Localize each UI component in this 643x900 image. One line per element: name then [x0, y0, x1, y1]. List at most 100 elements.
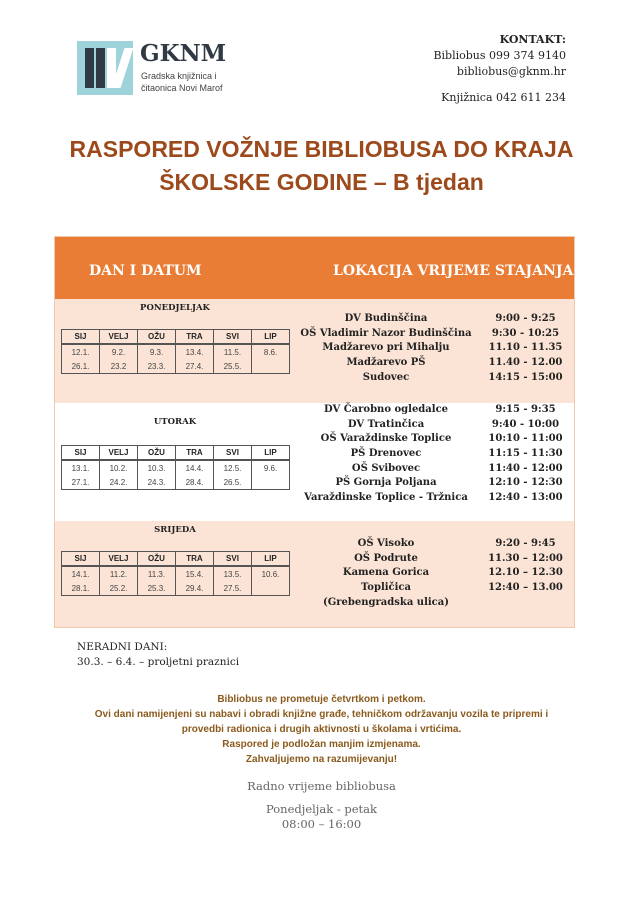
library-books-logo-icon — [77, 41, 134, 95]
date-cell: 10.3. — [137, 460, 176, 475]
stop-location: PŠ Gornja Poljana — [335, 477, 437, 489]
day-name: SRIJEDA — [154, 525, 196, 535]
stop-row: (Grebengradska ulica) — [295, 596, 574, 611]
stop-location: Varaždinske Toplice - Tržnica — [304, 492, 468, 504]
month-header: LIP — [251, 551, 290, 567]
date-cell: 13.5. — [213, 566, 252, 581]
date-cell: 25.3. — [137, 581, 176, 596]
stop-row: Kamena Gorica 12.10 – 12.30 — [295, 566, 574, 581]
date-cell: 23.3. — [137, 359, 176, 374]
stop-time: 9:20 - 9:45 — [495, 538, 556, 549]
stop-row: PŠ Drenovec 11:15 - 11:30 — [295, 447, 574, 462]
stops-list: OŠ Visoko 9:20 - 9:45 OŠ Podrute 11.30 – 12… — [295, 537, 574, 610]
month-header: SVI — [213, 445, 252, 461]
date-cell: 27.4. — [175, 359, 214, 374]
date-cell: 28.1. — [61, 581, 100, 596]
stop-row: Topličica 12:40 – 13.00 — [295, 581, 574, 596]
date-cell: 24.3. — [137, 475, 176, 490]
date-cell: 15.4. — [175, 566, 214, 581]
month-header: VELJ — [99, 329, 138, 345]
date-cell: 14.1. — [61, 566, 100, 581]
stop-time: 12.10 – 12.30 — [488, 567, 563, 579]
date-cell: 11.5. — [213, 344, 252, 359]
stop-time: 11.30 – 12:00 — [488, 552, 563, 564]
day-name: UTORAK — [153, 417, 197, 427]
stop-location: Madžarevo pri Mihalju — [322, 342, 450, 354]
bibliobus-phone: Bibliobus 099 374 9140 — [433, 49, 566, 62]
header-location-time: LOKACIJA VRIJEME STAJANJA — [333, 263, 574, 279]
stop-row: Varaždinske Toplice - Tržnica 12:40 - 13:… — [295, 491, 574, 506]
stop-location: OŠ Visoko — [357, 538, 415, 549]
day-section: UTORAK SIJ VELJ OŽU TRA SVI LIP 13.1. 10.2. 10.3.… — [55, 403, 574, 521]
stop-time: 11:15 - 11:30 — [488, 448, 563, 460]
month-header: OŽU — [137, 445, 176, 461]
date-cell: 13.1. — [61, 460, 100, 475]
stop-location: OŠ Svibovec — [351, 462, 421, 474]
stop-location: Topličica — [360, 582, 411, 594]
hours-label: Radno vrijeme bibliobusa — [247, 779, 396, 793]
month-header: SIJ — [61, 551, 100, 567]
nonworking-label: NERADNI DANI: — [77, 641, 168, 653]
stop-row: OŠ Podrute 11.30 – 12:00 — [295, 552, 574, 567]
notice-line: Bibliobus ne prometuje četvrtkom i petko… — [217, 694, 426, 705]
month-header: OŽU — [137, 329, 176, 345]
stop-location: PŠ Drenovec — [350, 448, 422, 460]
schedule-table: DAN I DATUM LOKACIJA VRIJEME STAJANJA PO… — [54, 236, 575, 628]
date-cell: 25.2. — [99, 581, 138, 596]
stops-list: DV Budinščina 9:00 - 9:25 OŠ Vladimir Nazo… — [295, 312, 574, 385]
date-cell: 26.5. — [213, 475, 252, 490]
stop-location: Kamena Gorica — [342, 567, 430, 579]
date-cell: 12.1. — [61, 344, 100, 359]
contact-label: KONTAKT: — [499, 33, 566, 46]
notice-line: provedbi radionica i drugih aktivnosti u… — [181, 724, 462, 735]
date-cell: 11.2. — [99, 566, 138, 581]
date-cell: 9.2. — [99, 344, 138, 359]
month-header: TRA — [175, 445, 214, 461]
date-cell — [251, 359, 290, 374]
date-cell: 11.3. — [137, 566, 176, 581]
notice-line: Ovi dani namijenjeni su nabavi i obradi … — [94, 709, 549, 720]
dates-table: SIJ VELJ OŽU TRA SVI LIP 13.1. 10.2. 10.3. 14.4. 1… — [61, 445, 290, 490]
date-cell: 12.5. — [213, 460, 252, 475]
header-day-date: DAN I DATUM — [89, 263, 202, 279]
stop-time: 12:40 – 13.00 — [488, 582, 563, 594]
stop-location: Madžarevo PŠ — [346, 357, 426, 369]
stop-row: OŠ Visoko 9:20 - 9:45 — [295, 537, 574, 552]
month-header: TRA — [175, 551, 214, 567]
date-cell: 27.5. — [213, 581, 252, 596]
stop-row: PŠ Gornja Poljana 12:10 - 12:30 — [295, 476, 574, 491]
date-cell: 29.4. — [175, 581, 214, 596]
logo-subtitle: Gradska knjižnica i — [141, 71, 217, 81]
stop-time: 9:15 - 9:35 — [495, 404, 556, 415]
stop-time: 11:40 - 12:00 — [488, 462, 563, 474]
stop-location: Sudovec — [362, 371, 410, 383]
page-title: RASPORED VOŽNJE BIBLIOBUSA DO KRAJA — [69, 136, 574, 162]
stop-row: Sudovec 14:15 - 15:00 — [295, 371, 574, 386]
stop-location: DV Tratinčica — [347, 418, 425, 430]
month-header: LIP — [251, 445, 290, 461]
month-header: VELJ — [99, 445, 138, 461]
month-header: SIJ — [61, 329, 100, 345]
stop-location: DV Čarobno ogledalce — [323, 404, 449, 415]
hours-days: Ponedjeljak - petak — [265, 802, 378, 816]
stop-location: (Grebengradska ulica) — [323, 596, 449, 608]
date-cell — [251, 581, 290, 596]
stop-time: 14:15 - 15:00 — [488, 371, 563, 383]
date-cell: 27.1. — [61, 475, 100, 490]
library-phone: Knjižnica 042 611 234 — [441, 91, 566, 104]
day-section: SRIJEDA SIJ VELJ OŽU TRA SVI LIP 14.1. 11.2. 11.3… — [55, 521, 574, 627]
notice-line: Zahvaljujemo na razumijevanju! — [245, 754, 398, 765]
stop-time: 9:00 - 9:25 — [495, 313, 556, 324]
stop-time: 12:40 - 13:00 — [488, 492, 563, 504]
stops-list: DV Čarobno ogledalce 9:15 - 9:35 DV Tratin… — [295, 403, 574, 506]
month-header: VELJ — [99, 551, 138, 567]
stop-location: OŠ Varaždinske Toplice — [320, 433, 452, 445]
month-header: LIP — [251, 329, 290, 345]
stop-row: DV Čarobno ogledalce 9:15 - 9:35 — [295, 403, 574, 418]
date-cell: 9.6. — [251, 460, 290, 475]
stop-time: 12:10 - 12:30 — [488, 477, 563, 489]
page-title: ŠKOLSKE GODINE – B tjedan — [159, 169, 484, 195]
date-cell — [251, 475, 290, 490]
table-header: DAN I DATUM LOKACIJA VRIJEME STAJANJA — [55, 237, 574, 299]
